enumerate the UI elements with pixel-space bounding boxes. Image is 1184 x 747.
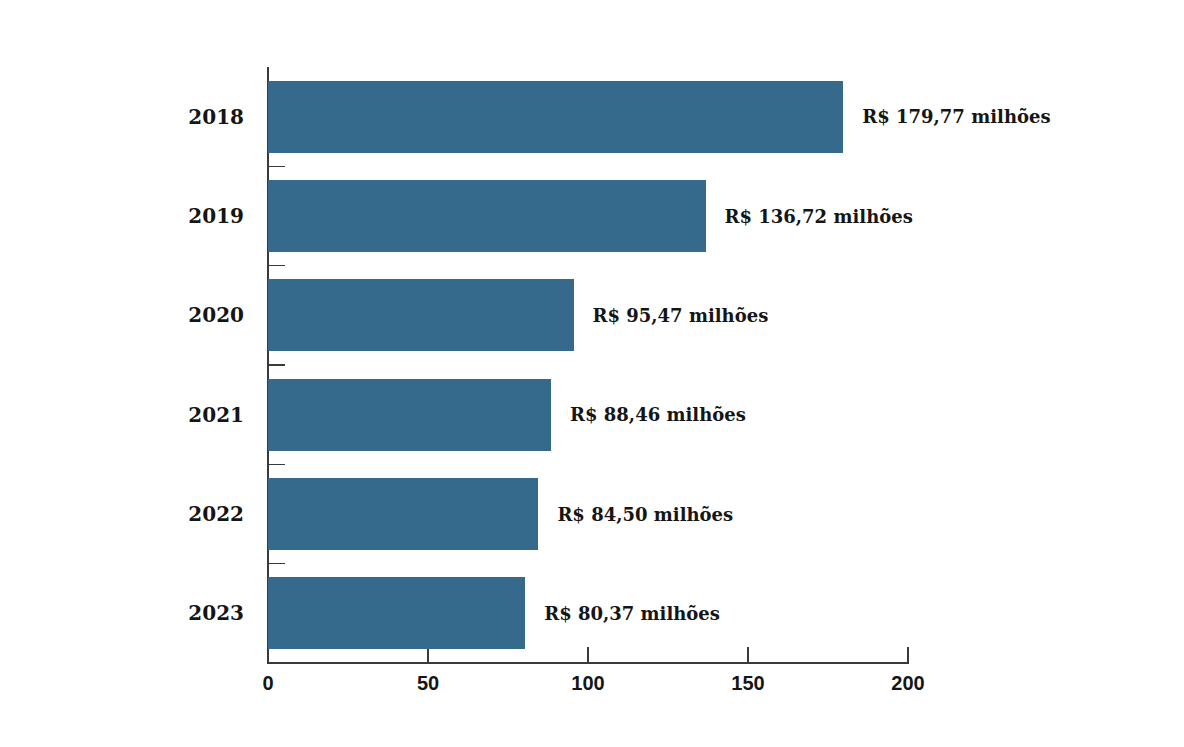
x-axis-tick xyxy=(747,647,749,663)
bar-2021 xyxy=(268,379,551,451)
x-axis-tick-label: 0 xyxy=(223,672,313,695)
value-label-2021: R$ 88,46 milhões xyxy=(570,379,746,451)
x-axis-tick xyxy=(907,647,909,663)
y-axis-minor-tick xyxy=(268,166,285,168)
bar-2022 xyxy=(268,478,538,550)
bar-2019 xyxy=(268,180,706,252)
bar-2023 xyxy=(268,577,525,649)
x-axis-tick-label: 200 xyxy=(863,672,953,695)
bar-2020 xyxy=(268,279,574,351)
value-label-2018: R$ 179,77 milhões xyxy=(862,81,1050,153)
value-label-2019: R$ 136,72 milhões xyxy=(725,180,913,252)
category-label-2019: 2019 xyxy=(94,180,244,252)
category-label-2018: 2018 xyxy=(94,81,244,153)
value-label-2022: R$ 84,50 milhões xyxy=(557,478,733,550)
value-label-2020: R$ 95,47 milhões xyxy=(593,279,769,351)
y-axis-minor-tick xyxy=(268,464,285,466)
x-axis-tick-label: 100 xyxy=(543,672,633,695)
category-label-2023: 2023 xyxy=(94,577,244,649)
bar-2018 xyxy=(268,81,843,153)
y-axis-minor-tick xyxy=(268,364,285,366)
y-axis-minor-tick xyxy=(268,265,285,267)
category-label-2021: 2021 xyxy=(94,379,244,451)
x-axis-tick-label: 150 xyxy=(703,672,793,695)
x-axis-tick xyxy=(427,647,429,663)
x-axis-tick-label: 50 xyxy=(383,672,473,695)
category-label-2020: 2020 xyxy=(94,279,244,351)
y-axis-minor-tick xyxy=(268,563,285,565)
category-label-2022: 2022 xyxy=(94,478,244,550)
bar-chart: 0 50 100 150 200 2018 R$ 179,77 milhões 2019 R$ … xyxy=(0,0,1184,747)
value-label-2023: R$ 80,37 milhões xyxy=(544,577,720,649)
x-axis-tick xyxy=(587,647,589,663)
